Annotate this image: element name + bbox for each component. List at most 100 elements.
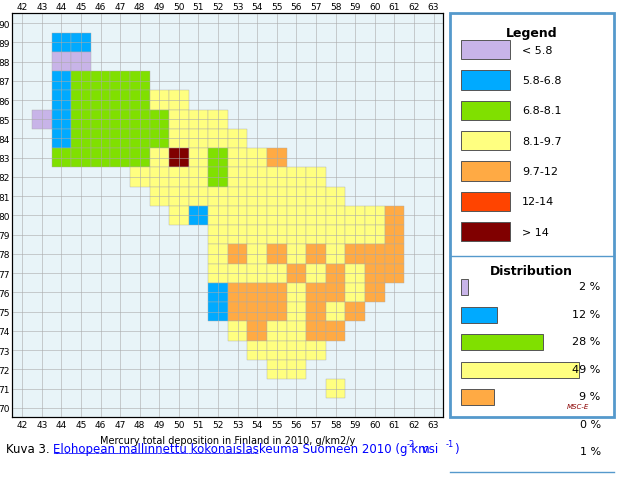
Bar: [110, 149, 130, 168]
Bar: [51, 149, 71, 168]
Bar: [228, 264, 247, 283]
Bar: [345, 264, 365, 283]
Bar: [149, 110, 169, 130]
Bar: [365, 283, 384, 302]
Text: Legend: Legend: [506, 26, 557, 39]
Bar: [326, 206, 345, 226]
Text: 28 %: 28 %: [572, 336, 601, 347]
Bar: [188, 149, 208, 168]
Bar: [247, 264, 267, 283]
Bar: [71, 34, 91, 53]
Bar: [247, 206, 267, 226]
Bar: [130, 149, 149, 168]
Bar: [247, 322, 267, 341]
Bar: [306, 226, 326, 245]
Text: 12 %: 12 %: [572, 309, 601, 319]
Bar: [149, 149, 169, 168]
Bar: [286, 322, 306, 341]
Bar: [267, 206, 286, 226]
Bar: [365, 226, 384, 245]
Bar: [345, 245, 365, 264]
Bar: [169, 130, 188, 149]
Bar: [345, 302, 365, 322]
Bar: [247, 226, 267, 245]
Bar: [345, 226, 365, 245]
Bar: [286, 245, 306, 264]
Bar: [461, 132, 510, 151]
Bar: [169, 149, 188, 168]
Bar: [71, 149, 91, 168]
Text: Distribution: Distribution: [490, 264, 573, 277]
Bar: [247, 149, 267, 168]
Bar: [110, 130, 130, 149]
Bar: [267, 322, 286, 341]
Bar: [169, 168, 188, 187]
Bar: [345, 206, 365, 226]
Bar: [71, 53, 91, 72]
Bar: [384, 245, 404, 264]
Bar: [365, 206, 384, 226]
Bar: [267, 283, 286, 302]
Bar: [326, 187, 345, 206]
Bar: [247, 302, 267, 322]
Bar: [51, 130, 71, 149]
Bar: [208, 110, 228, 130]
Bar: [384, 206, 404, 226]
Bar: [306, 264, 326, 283]
Bar: [461, 41, 510, 60]
Text: vsi: vsi: [418, 442, 439, 455]
Bar: [326, 283, 345, 302]
Bar: [461, 335, 543, 351]
Bar: [326, 226, 345, 245]
Bar: [91, 110, 110, 130]
Text: 5.8-6.8: 5.8-6.8: [522, 76, 561, 86]
Bar: [188, 187, 208, 206]
Bar: [110, 72, 130, 91]
Bar: [188, 168, 208, 187]
Bar: [228, 283, 247, 302]
Bar: [306, 245, 326, 264]
Text: MSC-E: MSC-E: [567, 404, 589, 409]
Bar: [345, 283, 365, 302]
Bar: [208, 149, 228, 168]
Text: < 5.8: < 5.8: [522, 46, 552, 56]
Bar: [32, 110, 51, 130]
Bar: [188, 206, 208, 226]
Bar: [267, 245, 286, 264]
Bar: [208, 245, 228, 264]
Bar: [384, 264, 404, 283]
Bar: [71, 91, 91, 110]
Bar: [51, 91, 71, 110]
Bar: [71, 72, 91, 91]
Bar: [91, 91, 110, 110]
Bar: [267, 149, 286, 168]
Bar: [149, 130, 169, 149]
Bar: [247, 283, 267, 302]
Bar: [286, 360, 306, 379]
Bar: [461, 444, 467, 460]
Bar: [306, 322, 326, 341]
Bar: [91, 130, 110, 149]
Bar: [286, 187, 306, 206]
Text: 2 %: 2 %: [580, 282, 601, 291]
Bar: [461, 162, 510, 181]
Bar: [267, 187, 286, 206]
Bar: [228, 168, 247, 187]
Bar: [169, 91, 188, 110]
Bar: [188, 110, 208, 130]
Bar: [461, 222, 510, 242]
Bar: [228, 245, 247, 264]
Bar: [51, 34, 71, 53]
Bar: [326, 264, 345, 283]
Bar: [267, 302, 286, 322]
Bar: [208, 302, 228, 322]
Bar: [365, 245, 384, 264]
Text: -1: -1: [445, 439, 453, 448]
Bar: [51, 53, 71, 72]
Bar: [149, 187, 169, 206]
Bar: [461, 307, 497, 323]
Bar: [267, 168, 286, 187]
Bar: [286, 341, 306, 360]
Bar: [384, 226, 404, 245]
Bar: [208, 206, 228, 226]
